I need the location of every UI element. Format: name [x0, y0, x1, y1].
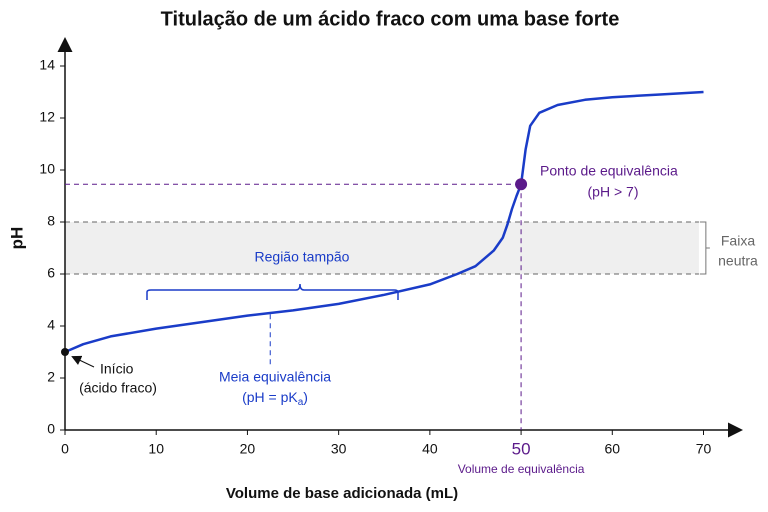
neutral-band: [65, 222, 699, 274]
equivalence-sublabel: (pH > 7): [588, 184, 639, 200]
titration-curve: [64, 90, 704, 354]
start-arrow: [71, 355, 95, 368]
x-tick-label: 60: [605, 441, 621, 457]
y-tick-label: 2: [47, 369, 55, 385]
y-tick-label: 12: [39, 109, 55, 125]
equivalence-point: [515, 178, 528, 191]
x-tick-label: 20: [240, 441, 256, 457]
buffer-label: Região tampão: [255, 249, 350, 265]
buffer-brace: [146, 283, 399, 300]
half-eq-part: (pH = pK: [242, 389, 298, 405]
half-eq-label: Meia equivalência: [219, 369, 331, 385]
half-eq-part: ): [303, 389, 308, 405]
start-point: [61, 348, 69, 356]
half-eq-part: a: [298, 397, 304, 408]
start-label: Início: [100, 361, 134, 377]
y-tick-label: 0: [47, 421, 55, 437]
x-tick-label: 40: [422, 441, 438, 457]
equivalence-label: Ponto de equivalência: [540, 163, 678, 179]
y-tick-label: 10: [39, 161, 55, 177]
x-tick-label: 0: [61, 441, 69, 457]
y-tick-label: 4: [47, 317, 55, 333]
x-tick-label: 50: [512, 439, 531, 458]
start-sublabel: (ácido fraco): [79, 380, 157, 396]
x-tick-label: 10: [148, 441, 164, 457]
y-tick-label: 14: [39, 57, 55, 73]
y-tick-label: 8: [47, 213, 55, 229]
neutral-label: Faixa: [721, 233, 755, 249]
y-axis-label: pH: [7, 227, 26, 250]
x-tick-label: 30: [331, 441, 347, 457]
half-eq-sublabel: (pH = pKa): [242, 389, 308, 408]
y-tick-label: 6: [47, 265, 55, 281]
equivalence-x-note: Volume de equivalência: [458, 462, 585, 476]
neutral-label: neutra: [718, 253, 758, 269]
chart-title: Titulação de um ácido fraco com uma base…: [161, 8, 620, 30]
x-tick-label: 70: [696, 441, 712, 457]
x-axis-label: Volume de base adicionada (mL): [226, 485, 458, 502]
neutral-bracket: [699, 221, 710, 275]
